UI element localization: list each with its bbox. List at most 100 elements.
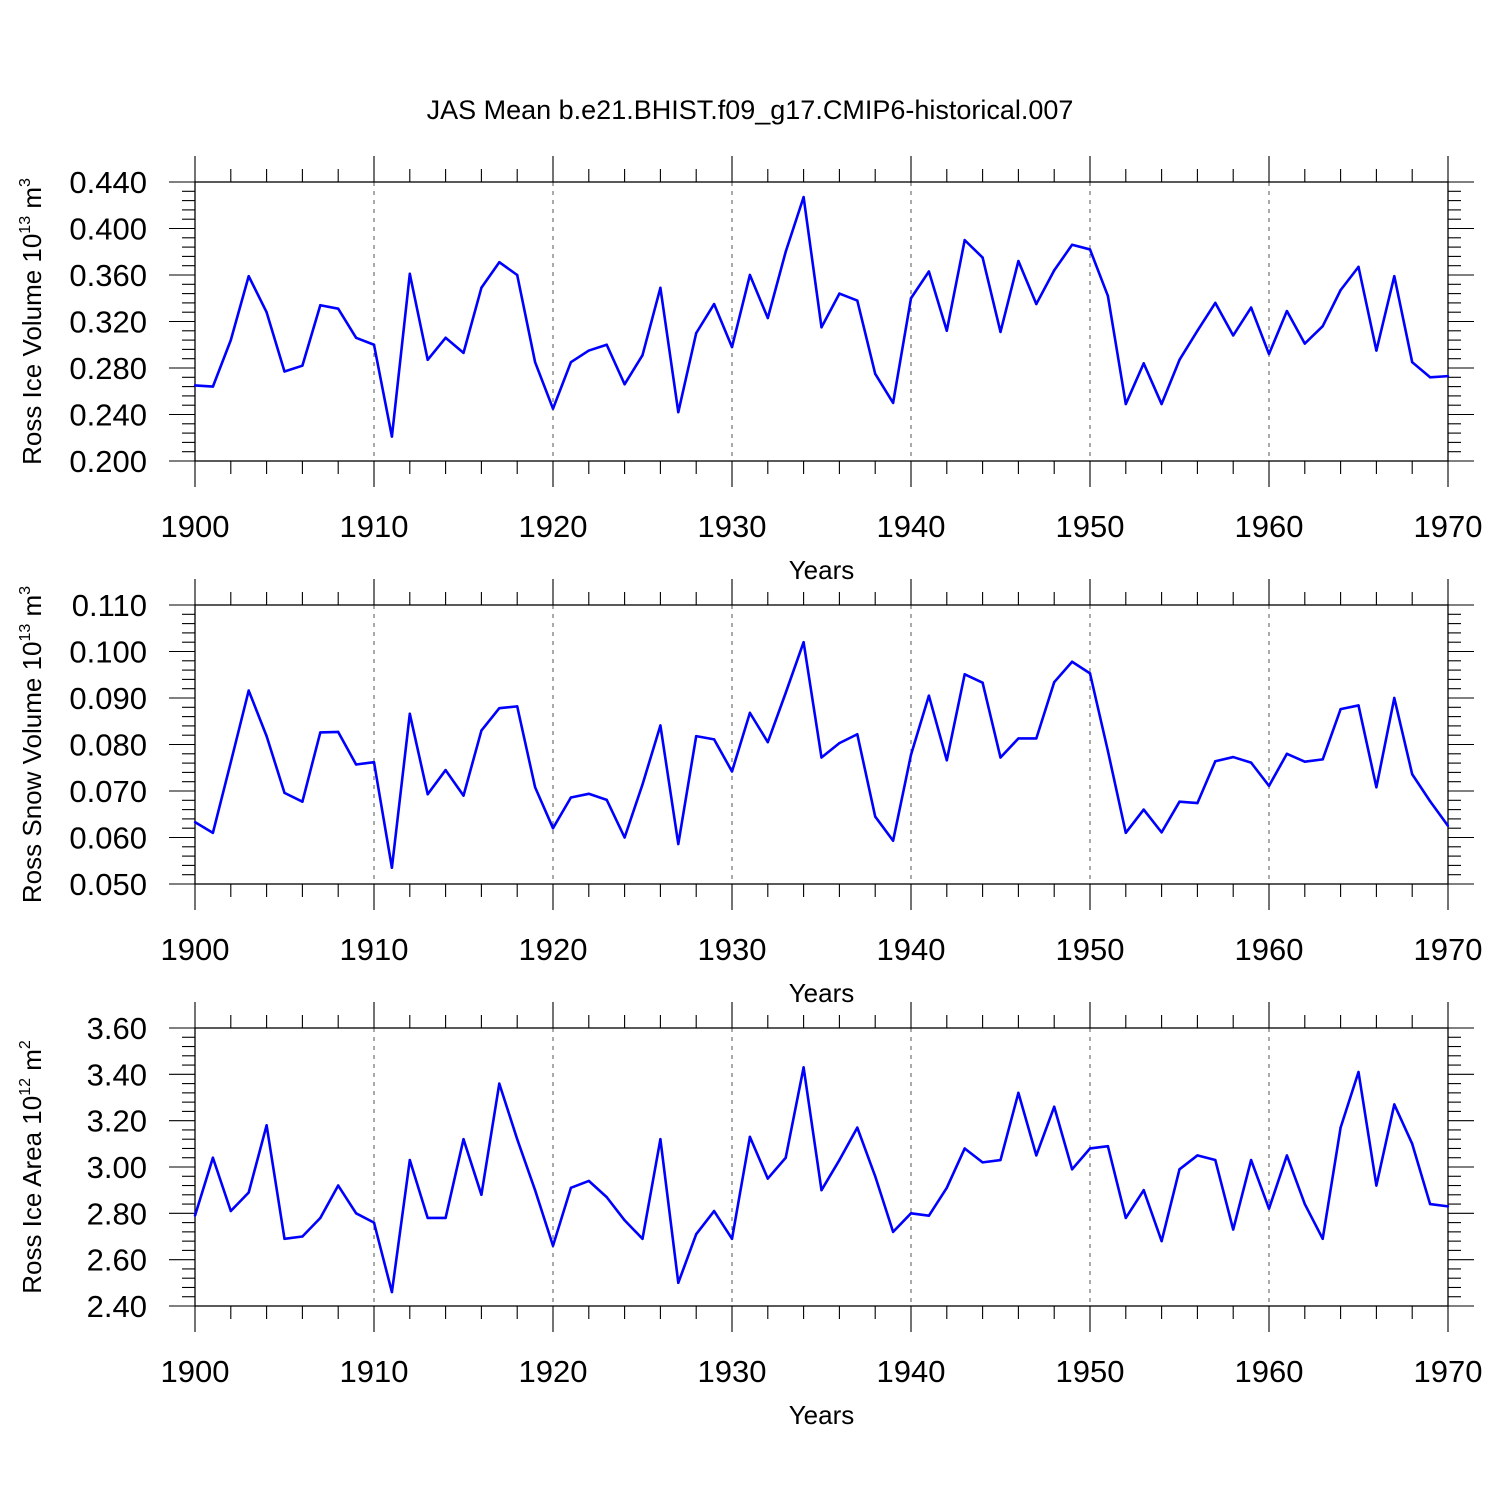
data-point <box>1070 660 1074 663</box>
y-tick-label: 0.090 <box>69 681 147 716</box>
data-point <box>426 358 429 362</box>
data-point <box>372 760 376 764</box>
data-point <box>677 842 680 846</box>
data-point <box>1428 1202 1432 1206</box>
data-point <box>712 1209 716 1213</box>
data-point <box>1446 824 1450 828</box>
data-point <box>1088 672 1092 675</box>
y-tick-label: 0.110 <box>72 588 147 623</box>
x-axis-title: Years <box>789 555 855 585</box>
data-point <box>408 712 411 716</box>
data-point <box>1303 1202 1307 1206</box>
x-tick-label: 1970 <box>1414 1354 1483 1389</box>
data-point <box>802 195 805 199</box>
data-point <box>1411 360 1414 364</box>
data-point <box>1393 1103 1396 1106</box>
x-axis-title: Years <box>789 1400 855 1430</box>
data-point <box>1339 1126 1342 1129</box>
data-point <box>480 286 483 289</box>
data-point <box>229 760 232 764</box>
data-point <box>247 689 250 692</box>
data-point <box>1196 1154 1199 1157</box>
data-point <box>211 831 215 835</box>
data-point <box>641 354 644 357</box>
data-point <box>319 731 322 734</box>
data-point <box>856 1126 859 1129</box>
x-tick-label: 1920 <box>519 932 588 967</box>
data-point <box>1017 259 1020 263</box>
data-point <box>193 384 197 387</box>
data-point <box>462 351 465 355</box>
data-point <box>1232 755 1235 759</box>
y-axis-title-unit-exponent: 3 <box>17 586 34 595</box>
x-tick-label: 1960 <box>1235 932 1304 967</box>
data-point <box>354 763 358 766</box>
data-point <box>712 302 716 306</box>
data-point <box>337 307 340 310</box>
y-axis-title-text: Ross Snow Volume 10 <box>17 642 47 904</box>
data-point <box>1088 1147 1092 1150</box>
data-point <box>229 338 232 342</box>
x-tick-label: 1970 <box>1414 509 1483 544</box>
data-point <box>301 364 304 367</box>
x-tick-label: 1910 <box>340 1354 409 1389</box>
y-axis-title-unit: m <box>17 595 47 624</box>
data-point <box>963 1147 966 1150</box>
y-tick-label: 0.280 <box>69 351 147 386</box>
data-point <box>909 753 913 756</box>
data-point <box>838 292 841 295</box>
data-point <box>283 1237 286 1241</box>
data-point <box>498 1082 501 1085</box>
data-point <box>569 796 573 799</box>
data-point <box>1232 1228 1235 1231</box>
data-point <box>1285 752 1289 755</box>
data-point <box>1160 1239 1163 1243</box>
data-point <box>874 1175 877 1178</box>
data-point <box>1142 1188 1145 1192</box>
data-point <box>319 1216 322 1220</box>
data-point <box>533 360 537 364</box>
data-point <box>945 329 948 332</box>
y-tick-label: 3.60 <box>87 1011 147 1046</box>
data-point <box>999 1158 1002 1162</box>
figure-title: JAS Mean b.e21.BHIST.f09_g17.CMIP6-histo… <box>427 95 1074 125</box>
data-point <box>999 756 1002 759</box>
data-point <box>265 1124 268 1127</box>
data-point <box>730 1237 734 1241</box>
data-point <box>1017 737 1020 740</box>
y-axis-title-unit: m <box>17 187 47 216</box>
data-point <box>211 385 215 388</box>
series-line-ice_area <box>193 1066 1449 1294</box>
data-point <box>927 270 931 273</box>
data-point <box>1285 1154 1289 1157</box>
data-point <box>748 711 752 715</box>
data-point <box>891 1230 895 1234</box>
data-point <box>587 1179 590 1183</box>
data-point <box>1411 1142 1414 1146</box>
data-point <box>426 793 429 796</box>
y-axis-title: Ross Ice Area 1012 m2 <box>17 1040 47 1294</box>
y-axis-title-exponent: 13 <box>17 216 34 234</box>
data-point <box>1393 274 1396 278</box>
data-point <box>372 1221 376 1224</box>
data-point <box>963 238 966 242</box>
data-point <box>1446 374 1450 378</box>
data-point <box>516 1138 519 1141</box>
data-point <box>999 330 1002 334</box>
y-axis-title-exponent: 13 <box>17 624 34 642</box>
data-point <box>623 383 626 386</box>
data-point <box>533 1188 537 1192</box>
data-point <box>426 1216 429 1220</box>
data-point <box>1142 362 1145 365</box>
data-point <box>981 1161 984 1164</box>
data-point <box>1214 301 1217 305</box>
data-point <box>909 297 913 300</box>
data-point <box>444 336 447 339</box>
data-point <box>372 343 376 346</box>
y-tick-label: 0.080 <box>69 728 147 763</box>
data-point <box>390 435 394 438</box>
y-tick-label: 0.060 <box>69 821 147 856</box>
x-tick-label: 1960 <box>1235 1354 1304 1389</box>
data-point <box>408 272 411 276</box>
data-point <box>283 370 286 373</box>
